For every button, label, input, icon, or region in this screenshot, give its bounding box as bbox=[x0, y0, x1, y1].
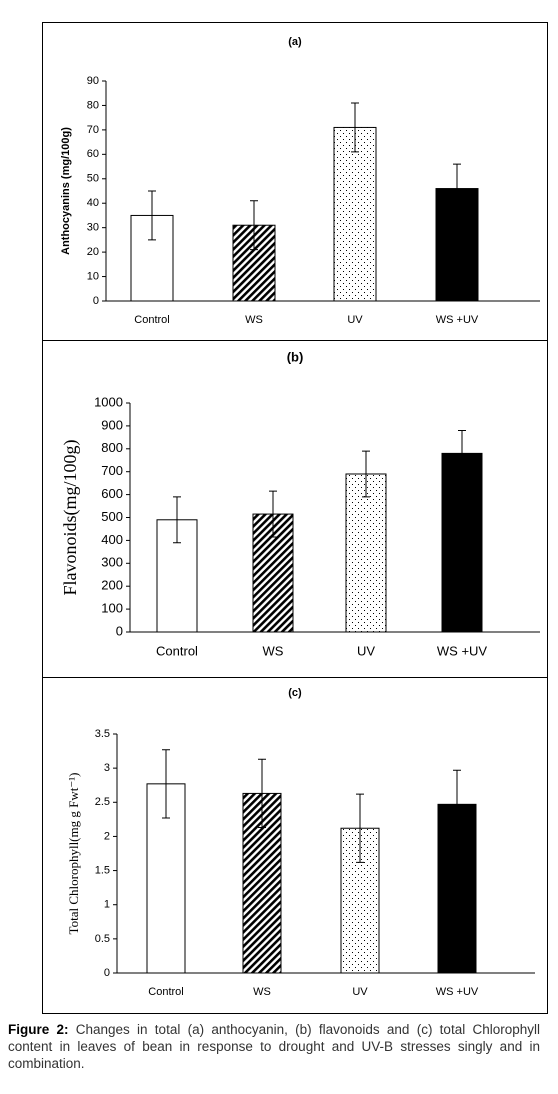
chart-title: (a) bbox=[288, 36, 302, 48]
y-tick-label: 900 bbox=[101, 417, 123, 432]
error-bar bbox=[162, 749, 170, 819]
bar bbox=[441, 452, 483, 633]
y-tick-label: 600 bbox=[101, 486, 123, 501]
y-tick-label: 3 bbox=[104, 762, 110, 774]
error-bar bbox=[269, 490, 277, 538]
bar bbox=[345, 473, 387, 633]
y-tick-label: 70 bbox=[87, 124, 99, 136]
y-tick-label: 3.5 bbox=[95, 728, 110, 740]
error-bar bbox=[173, 496, 181, 544]
y-tick-label: 0 bbox=[93, 295, 99, 307]
x-tick-label: WS bbox=[253, 986, 271, 998]
y-tick-label: 90 bbox=[87, 75, 99, 87]
y-axis-label: Anthocyanins (mg/100g) bbox=[60, 127, 72, 255]
y-tick-label: 500 bbox=[101, 509, 123, 524]
y-tick-label: 800 bbox=[101, 440, 123, 455]
y-tick-label: 300 bbox=[101, 555, 123, 570]
chart-title: (c) bbox=[288, 687, 302, 699]
x-tick-label: WS +UV bbox=[436, 986, 479, 998]
y-tick-label: 200 bbox=[101, 578, 123, 593]
y-tick-label: 80 bbox=[87, 99, 99, 111]
figure: (a)Anthocyanins (mg/100g)010203040506070… bbox=[42, 22, 548, 1014]
error-bar bbox=[458, 429, 466, 477]
y-tick-label: 1.5 bbox=[95, 864, 110, 876]
y-tick-label: 30 bbox=[87, 222, 99, 234]
y-tick-label: 2 bbox=[104, 830, 110, 842]
y-tick-label: 100 bbox=[101, 601, 123, 616]
panel-frame bbox=[42, 677, 548, 1014]
y-axis-label: Total Chlorophyll(mg g Fwt⁻¹) bbox=[66, 773, 81, 935]
x-tick-label: Control bbox=[134, 314, 169, 326]
x-tick-label: Control bbox=[156, 643, 198, 658]
error-bar bbox=[148, 190, 156, 241]
error-bar bbox=[258, 758, 266, 829]
error-bar bbox=[250, 200, 258, 251]
y-tick-label: 1000 bbox=[94, 394, 123, 409]
y-tick-label: 20 bbox=[87, 246, 99, 258]
x-tick-label: Control bbox=[148, 986, 183, 998]
bar bbox=[333, 126, 377, 302]
y-tick-label: 60 bbox=[87, 148, 99, 160]
error-bar bbox=[453, 769, 461, 839]
caption-label: Figure 2: bbox=[8, 1022, 69, 1037]
y-tick-label: 40 bbox=[87, 197, 99, 209]
x-tick-label: WS +UV bbox=[436, 314, 479, 326]
error-bar bbox=[362, 450, 370, 498]
error-bar bbox=[356, 793, 364, 863]
bar bbox=[130, 214, 174, 302]
caption-text: Changes in total (a) anthocyanin, (b) fl… bbox=[8, 1022, 540, 1071]
bar bbox=[437, 803, 477, 974]
x-tick-label: WS bbox=[263, 643, 284, 658]
y-tick-label: 1 bbox=[104, 899, 110, 911]
x-tick-label: WS +UV bbox=[437, 643, 488, 658]
y-tick-label: 0.5 bbox=[95, 933, 110, 945]
y-tick-label: 50 bbox=[87, 173, 99, 185]
error-bar bbox=[453, 163, 461, 214]
y-tick-label: 700 bbox=[101, 463, 123, 478]
x-tick-label: UV bbox=[352, 986, 368, 998]
x-tick-label: UV bbox=[357, 643, 375, 658]
y-tick-label: 0 bbox=[116, 623, 123, 638]
y-tick-label: 400 bbox=[101, 532, 123, 547]
x-tick-label: UV bbox=[347, 314, 363, 326]
y-tick-label: 2.5 bbox=[95, 796, 110, 808]
chart-title: (b) bbox=[287, 349, 304, 364]
x-tick-label: WS bbox=[245, 314, 263, 326]
y-axis-label: Flavonoids(mg/100g) bbox=[60, 439, 81, 595]
caption: Figure 2: Changes in total (a) anthocyan… bbox=[8, 1021, 540, 1072]
error-bar bbox=[351, 102, 359, 153]
y-tick-label: 10 bbox=[87, 270, 99, 282]
y-tick-label: 0 bbox=[104, 967, 110, 979]
